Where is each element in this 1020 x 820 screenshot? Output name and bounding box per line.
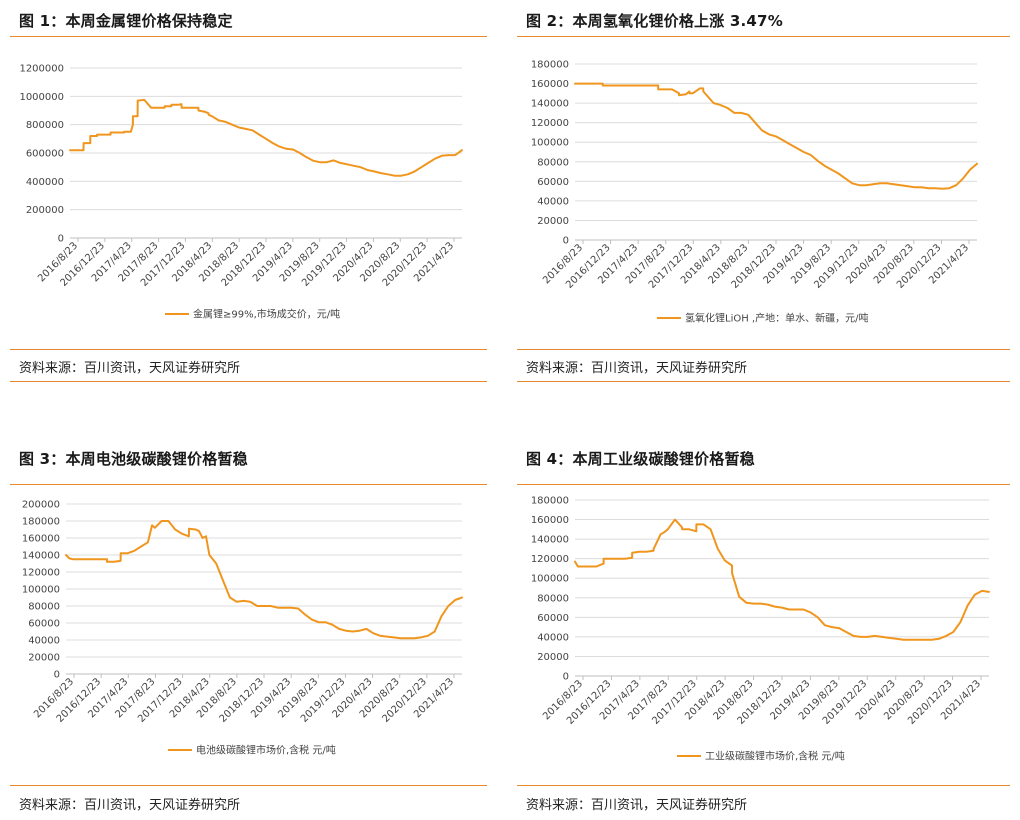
y-tick-label: 20000 xyxy=(28,653,60,664)
y-tick-label: 80000 xyxy=(537,593,569,604)
y-tick-label: 1200000 xyxy=(19,64,64,75)
y-tick-label: 40000 xyxy=(28,636,60,647)
y-tick-label: 100000 xyxy=(22,585,60,596)
y-tick-label: 140000 xyxy=(22,551,60,562)
title-divider xyxy=(10,484,487,485)
chart-title: 图 2：本周氢氧化锂价格上涨 3.47% xyxy=(526,12,783,30)
series-line xyxy=(574,518,990,641)
y-tick-label: 40000 xyxy=(537,632,569,643)
source-divider-top xyxy=(517,785,1010,786)
y-tick-label: 200000 xyxy=(22,500,60,511)
source-note: 资料来源：百川资讯，天风证券研究所 xyxy=(526,798,748,813)
chart-panel-2: 图 2：本周氢氧化锂价格上涨 3.47% 180000 160000 140000 1… xyxy=(517,0,1010,400)
source-note: 资料来源：百川资讯，天风证券研究所 xyxy=(19,361,241,376)
y-tick-label: 0 xyxy=(563,672,569,683)
y-tick-label: 0 xyxy=(563,236,569,247)
y-tick-label: 120000 xyxy=(531,118,569,129)
y-tick-label: 120000 xyxy=(22,568,60,579)
title-divider xyxy=(517,484,1010,485)
y-tick-label: 60000 xyxy=(28,619,60,630)
y-tick-label: 20000 xyxy=(537,216,569,227)
y-tick-label: 140000 xyxy=(531,99,569,110)
line-chart-battery-grade-carbonate: 2000001800001600001400001200001000008000… xyxy=(22,500,463,757)
chart-title: 图 4：本周工业级碳酸锂价格暂稳 xyxy=(526,450,755,468)
y-tick-label: 100000 xyxy=(531,574,569,585)
y-tick-label: 80000 xyxy=(28,602,60,613)
y-tick-label: 120000 xyxy=(531,554,569,565)
y-tick-label: 160000 xyxy=(22,534,60,545)
y-tick-label: 160000 xyxy=(531,515,569,526)
title-divider xyxy=(517,36,1010,37)
y-tick-label: 800000 xyxy=(26,120,64,131)
y-tick-label: 1000000 xyxy=(19,92,64,103)
y-tick-label: 180000 xyxy=(531,60,569,71)
y-tick-label: 600000 xyxy=(26,149,64,160)
series-line xyxy=(65,520,463,640)
y-tick-label: 80000 xyxy=(537,157,569,168)
y-tick-label: 180000 xyxy=(531,496,569,507)
y-tick-label: 60000 xyxy=(537,613,569,624)
chart-panel-1: 图 1：本周金属锂价格保持稳定 1200000 1000000 800000 6000… xyxy=(10,0,487,400)
y-tick-label: 180000 xyxy=(22,517,60,528)
y-tick-label: 100000 xyxy=(531,138,569,149)
chart-title: 图 1：本周金属锂价格保持稳定 xyxy=(19,12,233,30)
y-tick-label: 20000 xyxy=(537,652,569,663)
legend-label: 电池级碳酸锂市场价,含税 元/吨 xyxy=(196,744,336,757)
legend-label: 氢氧化锂LiOH ,产地：单水、新疆，元/吨 xyxy=(685,312,868,325)
legend-label: 工业级碳酸锂市场价,含税 元/吨 xyxy=(705,750,845,763)
y-tick-label: 60000 xyxy=(537,177,569,188)
chart-title: 图 3：本周电池级碳酸锂价格暂稳 xyxy=(19,450,248,468)
source-note: 资料来源：百川资讯，天风证券研究所 xyxy=(526,361,748,376)
series-line xyxy=(69,98,463,177)
source-divider-top xyxy=(10,785,487,786)
source-divider-top xyxy=(10,349,487,350)
chart-panel-4: 图 4：本周工业级碳酸锂价格暂稳 180000 160000 140000 12000… xyxy=(517,438,1010,820)
y-tick-label: 140000 xyxy=(531,535,569,546)
source-note: 资料来源：百川资讯，天风证券研究所 xyxy=(19,798,241,813)
y-tick-label: 160000 xyxy=(531,79,569,90)
line-chart-industrial-grade-carbonate: 180000 160000 140000 120000 100000 80000 60000… xyxy=(531,496,990,763)
y-tick-label: 40000 xyxy=(537,196,569,207)
source-divider-bottom xyxy=(10,381,487,382)
title-divider xyxy=(10,36,487,37)
y-tick-label: 200000 xyxy=(26,205,64,216)
source-divider-top xyxy=(517,349,1010,350)
chart-panel-3: 图 3：本周电池级碳酸锂价格暂稳 200000 180000 160000 14000… xyxy=(10,438,487,820)
y-tick-label: 0 xyxy=(54,670,60,681)
legend-label: 金属锂≥99%,市场成交价，元/吨 xyxy=(193,308,340,321)
series-line xyxy=(574,82,978,190)
y-tick-label: 400000 xyxy=(26,177,64,188)
line-chart-lithium-hydroxide: 180000 160000 140000 120000 100000 80000 60000… xyxy=(531,60,978,325)
y-tick-label: 0 xyxy=(58,234,64,245)
source-divider-bottom xyxy=(517,381,1010,382)
line-chart-lithium-metal: 1200000100000080000060000040000020000002… xyxy=(19,64,463,321)
